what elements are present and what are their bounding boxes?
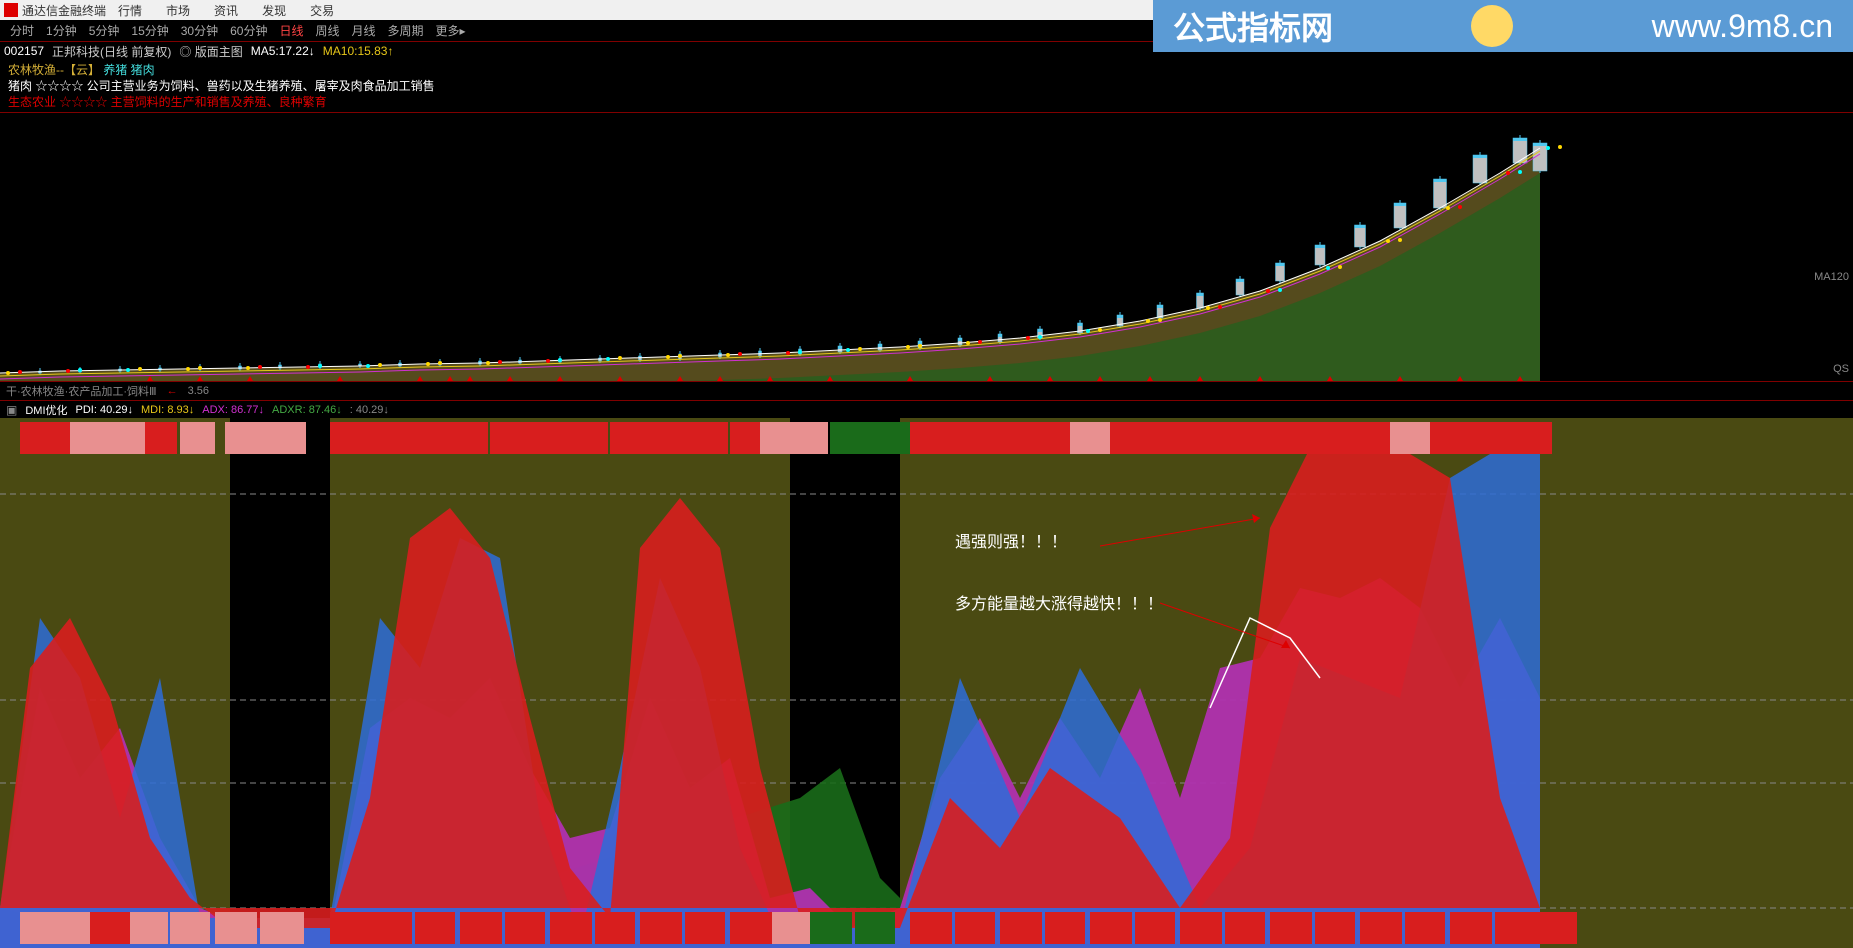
menu-trade[interactable]: 交易 (298, 2, 346, 19)
sector-val: 3.56 (188, 385, 209, 397)
timeframe-8[interactable]: 月线 (346, 22, 382, 39)
adx-value: ADX: 86.77↓ (202, 404, 264, 416)
watermark-url: www.9m8.cn (1652, 8, 1833, 45)
label-qs: QS (1833, 363, 1849, 375)
timeframe-4[interactable]: 30分钟 (175, 22, 224, 39)
timeframe-2[interactable]: 5分钟 (83, 22, 126, 39)
last-value: : 40.29↓ (350, 404, 389, 416)
menu-discover[interactable]: 发现 (250, 2, 298, 19)
menu-market[interactable]: 市场 (154, 2, 202, 19)
sector-tags: 农林牧渔--【云】 养猪 猪肉 猪肉 ☆☆☆☆ 公司主营业务为饲料、兽药以及生猪… (0, 60, 1853, 112)
sector-text: 干·农林牧渔·农产品加工·饲料Ⅲ (6, 383, 157, 399)
expand-icon[interactable]: ▣ (6, 403, 17, 417)
sector-line: 干·农林牧渔·农产品加工·饲料Ⅲ ← 3.56 (0, 382, 1853, 400)
timeframe-3[interactable]: 15分钟 (125, 22, 174, 39)
pdi-value: PDI: 40.29↓ (76, 404, 134, 416)
tag-line2: 猪肉 ☆☆☆☆ 公司主营业务为饲料、兽药以及生猪养殖、屠宰及肉食品加工销售 (8, 78, 1845, 94)
ma5-label: MA5:17.22↓ (251, 44, 315, 58)
indicator-svg (0, 418, 1853, 948)
mdi-value: MDI: 8.93↓ (141, 404, 194, 416)
stock-code: 002157 (4, 44, 44, 58)
timeframe-9[interactable]: 多周期 (382, 22, 430, 39)
tag-line1: 农林牧渔--【云】 养猪 猪肉 (8, 62, 1845, 78)
layout-label[interactable]: ◎ 版面主图 (179, 43, 242, 60)
stock-name: 正邦科技(日线 前复权) (52, 43, 171, 60)
menu-quotes[interactable]: 行情 (106, 2, 154, 19)
watermark-banner: 公式指标网 www.9m8.cn (1153, 0, 1853, 52)
kline-svg (0, 113, 1853, 382)
timeframe-6[interactable]: 日线 (273, 22, 309, 39)
indicator-chart[interactable]: 遇强则强！！！ 多方能量越大涨得越快！！！ (0, 418, 1853, 948)
annotation-energy: 多方能量越大涨得越快！！！ (955, 590, 1163, 614)
watermark-logo-icon (1471, 5, 1513, 47)
timeframe-7[interactable]: 周线 (309, 22, 345, 39)
adxr-value: ADXR: 87.46↓ (272, 404, 342, 416)
app-title: 通达信金融终端 (22, 2, 106, 19)
watermark-text: 公式指标网 (1173, 3, 1333, 49)
indicator-header: ▣ DMI优化 PDI: 40.29↓ MDI: 8.93↓ ADX: 86.7… (0, 400, 1853, 418)
menu-news[interactable]: 资讯 (202, 2, 250, 19)
timeframe-1[interactable]: 1分钟 (40, 22, 83, 39)
timeframe-10[interactable]: 更多▸ (430, 22, 472, 39)
indicator-name[interactable]: DMI优化 (25, 402, 67, 418)
tag-line3: 生态农业 ☆☆☆☆ 主营饲料的生产和销售及养殖、良种繁育 (8, 94, 1845, 110)
timeframe-0[interactable]: 分时 (4, 22, 40, 39)
main-kline-chart[interactable]: ▣ MA120 QS (0, 112, 1853, 382)
app-icon (4, 3, 18, 17)
ma10-label: MA10:15.83↑ (323, 44, 394, 58)
label-ma120: MA120 (1814, 271, 1849, 283)
annotation-strong: 遇强则强！！！ (955, 528, 1067, 552)
timeframe-5[interactable]: 60分钟 (224, 22, 273, 39)
